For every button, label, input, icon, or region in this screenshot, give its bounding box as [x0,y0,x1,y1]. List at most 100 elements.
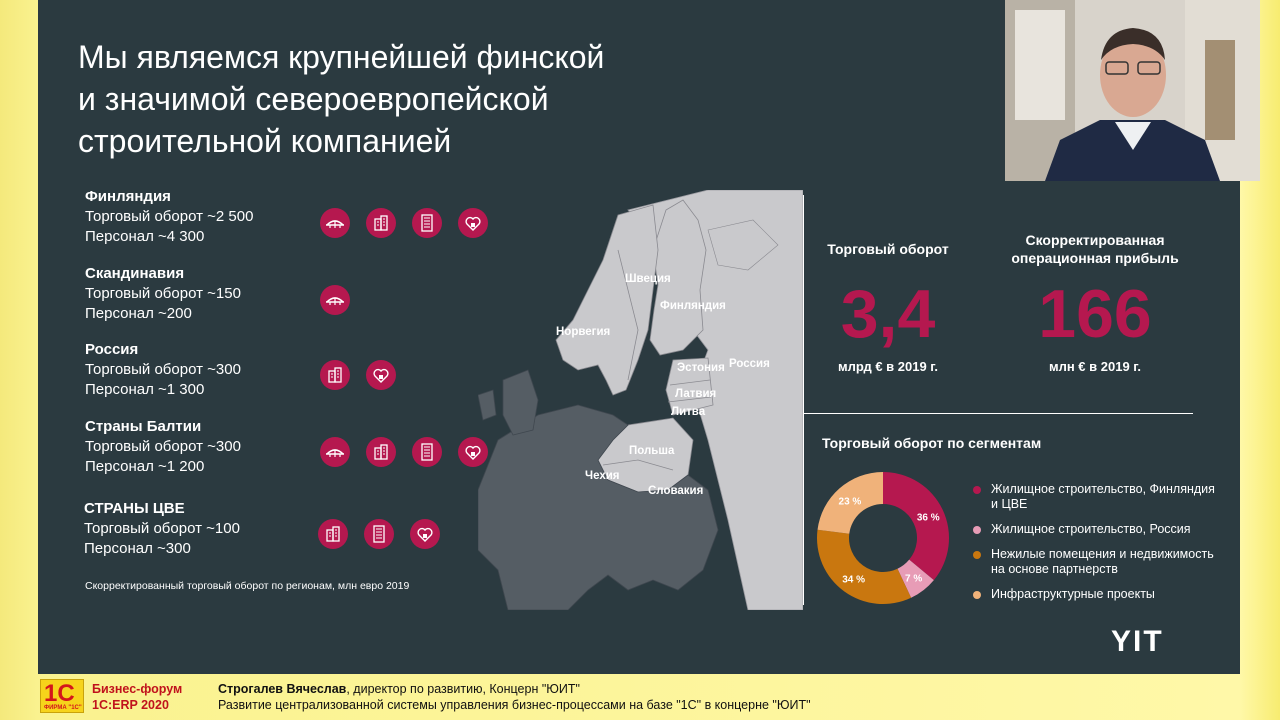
donut-slice-label: 7 % [905,574,922,585]
donut-slice [817,472,883,534]
legend-item: Жилищное строительство, Финляндия и ЦВЕ [973,482,1223,512]
region-name: Россия [85,341,139,358]
home-heart-icon [458,208,488,238]
footnote: Скорректированный торговый оборот по рег… [85,580,410,592]
kpi-turnover-value: 3,4 [840,276,936,352]
map-label-norway: Норвегия [556,326,610,338]
legend-dot [973,526,981,534]
region-staff: Персонал ~1 200 [85,458,205,475]
region-staff: Персонал ~4 300 [85,228,205,245]
map-label-poland: Польша [629,445,675,457]
donut-slice-label: 34 % [842,574,865,585]
map-label-russia: Россия [729,358,770,370]
speaker-role: , директор по развитию, Концерн "ЮИТ" [346,682,580,696]
region-turnover: Торговый оборот ~100 [84,520,240,537]
talk-title: Развитие централизованной системы управл… [218,698,811,712]
region-turnover: Торговый оборот ~2 500 [85,208,254,225]
title-line: и значимой североевропейской [78,81,549,117]
legend-label: Инфраструктурные проекты [991,587,1155,601]
building-icon [320,360,350,390]
region-russia: Россия Торговый оборот ~300 Персонал ~1 … [85,340,241,400]
kpi-turnover-label: Торговый оборот [827,241,949,257]
office-tower-icon [412,208,442,238]
home-heart-icon [410,519,440,549]
legend-label: Жилищное строительство, Финляндия и ЦВЕ [991,482,1215,511]
map-label-finland: Финляндия [660,300,726,312]
vertical-divider [803,195,804,605]
home-heart-icon [458,437,488,467]
donut-slice-label: 23 % [839,496,862,507]
map-label-latvia: Латвия [675,388,716,400]
donut-slice [883,472,949,581]
kpi-profit-label: Скорректированная операционная прибыль [1011,232,1179,266]
region-cee: СТРАНЫ ЦВЕ Торговый оборот ~100 Персонал… [84,499,240,559]
bridge-icon [320,208,350,238]
region-finland: Финляндия Торговый оборот ~2 500 Персона… [85,187,253,247]
segments-legend: Жилищное строительство, Финляндия и ЦВЕ … [973,482,1223,612]
speaker-webcam [1005,0,1260,181]
legend-label: Нежилые помещения и недвижимость на осно… [991,547,1214,576]
legend-dot [973,551,981,559]
kpi-turnover-unit: млрд € в 2019 г. [837,359,939,374]
region-icons-finland [320,208,488,238]
segments-donut: 36 % 7 % 34 % 23 % [817,472,949,604]
map-label-slovakia: Словакия [648,485,703,497]
region-name: Скандинавия [85,265,185,282]
speaker-name: Строгалев Вячеслав [218,682,347,696]
kpi-profit-value: 166 [1038,276,1152,352]
building-icon [366,208,396,238]
region-turnover: Торговый оборот ~150 [85,285,241,302]
region-icons-russia [320,360,396,390]
donut-slice-label: 36 % [917,513,940,524]
segments-title: Торговый оборот по сегментам [822,435,1042,451]
donut-slice [897,559,934,598]
legend-dot [973,486,981,494]
region-staff: Персонал ~1 300 [85,381,205,398]
speaker-info: Строгалев Вячеслав, директор по развитию… [218,681,811,713]
legend-item: Жилищное строительство, Россия [973,522,1223,537]
region-staff: Персонал ~200 [85,305,192,322]
legend-label: Жилищное строительство, Россия [991,522,1191,536]
map-label-lithuania: Литва [671,406,706,418]
region-baltics: Страны Балтии Торговый оборот ~300 Персо… [85,417,241,477]
event-name: Бизнес-форум 1С:ERP 2020 [92,681,182,713]
event-line: Бизнес-форум [92,682,183,696]
map-label-czech: Чехия [585,470,620,482]
yit-logo: YIT [1111,625,1164,658]
region-turnover: Торговый оборот ~300 [85,361,241,378]
region-name: Страны Балтии [85,418,202,435]
1c-logo-caption: ФИРМА "1С" [44,705,82,711]
building-icon [366,437,396,467]
kpi-profit-unit: млн € в 2019 г. [1048,359,1142,374]
region-staff: Персонал ~300 [84,540,191,557]
region-icons-scandinavia [320,285,350,315]
office-tower-icon [364,519,394,549]
1c-logo: 1С ФИРМА "1С" [40,679,84,713]
title-line: Мы являемся крупнейшей финской [78,39,605,75]
legend-dot [973,591,981,599]
region-icons-cee [318,519,440,549]
region-name: СТРАНЫ ЦВЕ [84,500,185,517]
speaker-line: Строгалев Вячеслав, директор по развитию… [218,681,811,697]
horizontal-divider [803,413,1193,414]
event-line: 1С:ERP 2020 [92,698,169,712]
map-label-estonia: Эстония [677,362,725,374]
office-tower-icon [412,437,442,467]
title-line: строительной компанией [78,123,452,159]
legend-item: Инфраструктурные проекты [973,587,1223,602]
region-scandinavia: Скандинавия Торговый оборот ~150 Персона… [85,264,241,324]
slide-title: Мы являемся крупнейшей финской и значимо… [78,36,758,162]
1c-logo-mark: 1С [44,680,75,707]
bridge-icon [320,285,350,315]
home-heart-icon [366,360,396,390]
map-label-sweden: Швеция [625,273,671,285]
legend-item: Нежилые помещения и недвижимость на осно… [973,547,1223,577]
region-turnover: Торговый оборот ~300 [85,438,241,455]
bridge-icon [320,437,350,467]
region-name: Финляндия [85,188,171,205]
region-icons-baltics [320,437,488,467]
building-icon [318,519,348,549]
donut-slice [817,529,912,604]
europe-map: Швеция Финляндия Норвегия Россия Эстония… [478,190,803,610]
